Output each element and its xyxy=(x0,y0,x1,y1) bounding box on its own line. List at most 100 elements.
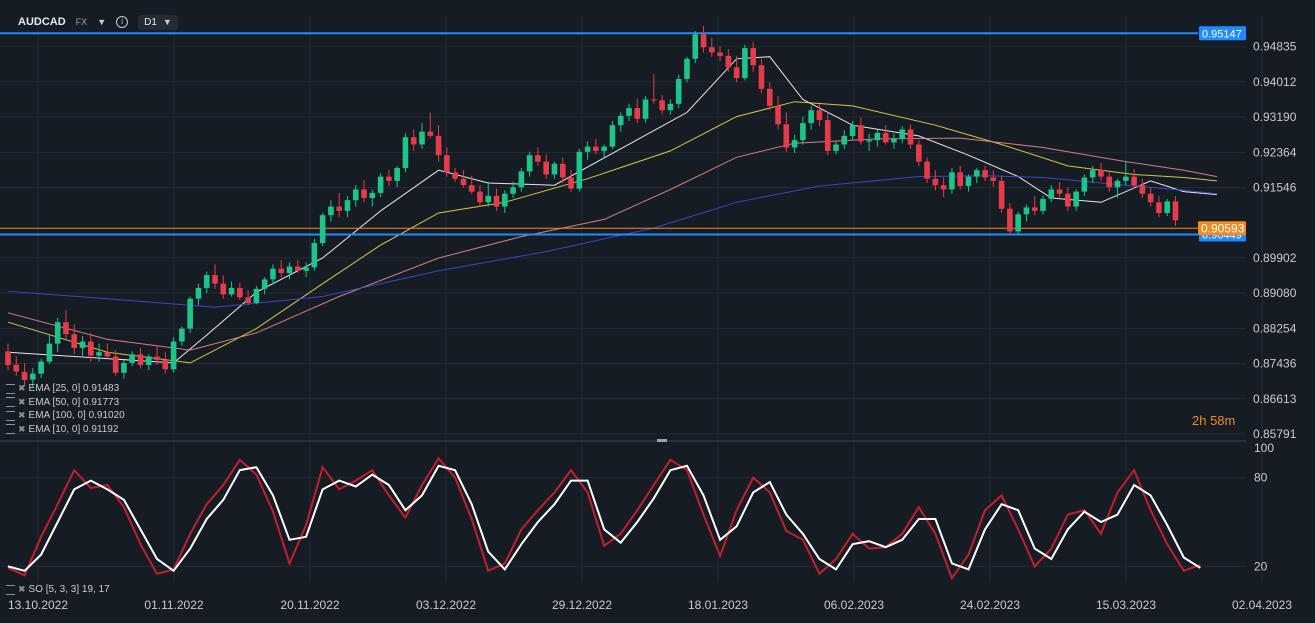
candle-body xyxy=(601,146,607,151)
candle-body xyxy=(675,78,682,104)
candle-body xyxy=(245,297,251,303)
price-badge-label: 0.90593 xyxy=(1201,221,1245,235)
candle xyxy=(833,141,839,155)
candle xyxy=(907,124,914,149)
candle xyxy=(526,151,533,177)
candle xyxy=(775,96,781,130)
x-tick-label: 06.02.2023 xyxy=(824,598,884,612)
candle xyxy=(30,368,36,388)
price-badge xyxy=(1199,26,1246,41)
candle xyxy=(435,125,442,162)
candle xyxy=(626,103,632,121)
legend-item[interactable]: ✖ EMA [10, 0] 0.91192 xyxy=(6,423,125,437)
candle-body xyxy=(1015,214,1021,232)
candle xyxy=(742,44,748,81)
close-icon[interactable]: ✖ xyxy=(18,410,26,421)
candle xyxy=(79,335,86,356)
candle-body xyxy=(617,115,624,126)
legend-label: EMA [10, 0] 0.91192 xyxy=(28,423,119,435)
y-tick-label: 0.94012 xyxy=(1253,75,1297,89)
candle-body xyxy=(816,110,823,121)
candle xyxy=(220,275,227,299)
legend-item[interactable]: ✖ EMA [50, 0] 0.91773 xyxy=(6,396,125,410)
candle xyxy=(510,181,516,199)
candle-body xyxy=(907,129,914,145)
candle xyxy=(568,170,574,192)
timeframe-select[interactable]: D1 ▼ xyxy=(138,14,178,30)
close-icon[interactable]: ✖ xyxy=(18,383,26,394)
candle xyxy=(617,112,624,132)
candle xyxy=(932,170,939,191)
candle-body xyxy=(63,322,69,335)
menu-icon[interactable] xyxy=(6,424,15,435)
candle-body xyxy=(849,125,856,136)
candle xyxy=(725,48,732,72)
candle xyxy=(816,103,823,127)
candle xyxy=(1081,174,1088,196)
candle-body xyxy=(460,178,467,186)
candle xyxy=(5,343,11,371)
candle xyxy=(1106,170,1113,192)
candle xyxy=(882,125,889,145)
x-tick-label: 18.01.2023 xyxy=(688,598,748,612)
candle-body xyxy=(882,132,889,143)
chart-header: AUDCAD FX ▼ i D1 ▼ xyxy=(18,12,178,32)
candle-body xyxy=(336,206,342,211)
candle xyxy=(444,147,450,177)
candle xyxy=(402,132,409,173)
close-icon[interactable]: ✖ xyxy=(18,396,26,407)
stochastic-d-line xyxy=(7,464,1201,573)
candle xyxy=(170,337,177,373)
menu-icon[interactable] xyxy=(6,410,15,421)
candle-body xyxy=(584,146,591,152)
candle-body xyxy=(518,171,525,188)
candle xyxy=(245,290,251,306)
candle xyxy=(129,351,135,367)
legend-item[interactable]: ✖ EMA [25, 0] 0.91483 xyxy=(6,382,125,396)
candle xyxy=(295,260,301,273)
candle xyxy=(63,310,69,340)
candle-body xyxy=(402,137,409,169)
candle-body xyxy=(427,131,434,136)
candle xyxy=(990,170,997,188)
y-tick-label: 0.89902 xyxy=(1253,251,1297,265)
candle-body xyxy=(1139,185,1146,194)
candle-body xyxy=(195,287,202,299)
candle-body xyxy=(791,140,798,148)
candle-body xyxy=(535,155,541,162)
candle xyxy=(121,359,127,379)
close-icon[interactable]: ✖ xyxy=(18,423,26,434)
candle xyxy=(700,25,707,53)
candle xyxy=(253,285,260,305)
candle xyxy=(998,175,1005,214)
candle xyxy=(303,262,309,278)
candle xyxy=(858,117,864,145)
candle-body xyxy=(1156,202,1162,214)
candle-body xyxy=(1123,176,1129,181)
legend-label: EMA [100, 0] 0.91020 xyxy=(28,410,125,422)
candle xyxy=(849,120,856,141)
menu-icon[interactable] xyxy=(6,397,15,408)
y-tick-label: 0.91546 xyxy=(1253,180,1297,194)
candle xyxy=(328,200,334,222)
symbol-label[interactable]: AUDCAD xyxy=(18,16,66,28)
candle-body xyxy=(940,185,947,190)
candle xyxy=(1073,189,1079,211)
chevron-down-icon[interactable]: ▼ xyxy=(97,17,107,27)
x-tick-label: 02.04.2023 xyxy=(1232,598,1292,612)
candle-body xyxy=(1098,170,1104,177)
candle xyxy=(1023,204,1030,222)
candle-body xyxy=(444,155,450,173)
candle-body xyxy=(833,144,839,151)
candle-body xyxy=(369,192,376,199)
candle xyxy=(71,324,78,355)
candle-body xyxy=(303,267,309,271)
oscillator-legend[interactable]: ✖ SO [5, 3, 3] 19, 17 xyxy=(6,584,110,595)
legend-item[interactable]: ✖ EMA [100, 0] 0.91020 xyxy=(6,409,125,423)
menu-icon[interactable] xyxy=(6,383,15,394)
close-icon[interactable]: ✖ xyxy=(18,584,26,594)
menu-icon[interactable] xyxy=(6,584,15,595)
info-icon[interactable]: i xyxy=(116,16,129,28)
candle-body xyxy=(1040,198,1046,211)
